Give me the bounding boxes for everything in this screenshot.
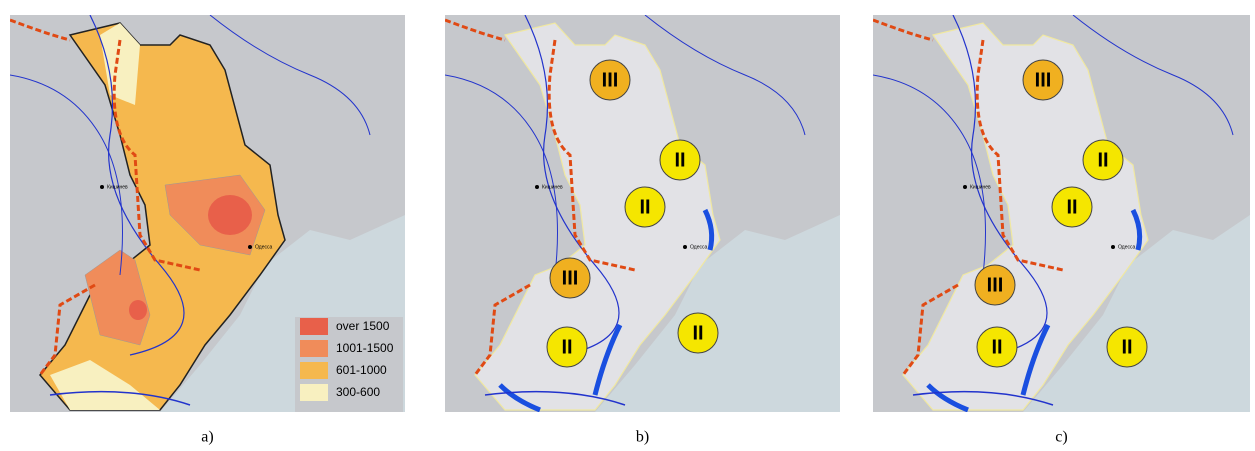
- city-label: Одесса: [255, 244, 272, 250]
- city-marker: [535, 185, 539, 189]
- zone-high: [208, 195, 252, 235]
- city-marker: [1111, 245, 1115, 249]
- city-label: Кишинев: [542, 184, 563, 190]
- city-marker: [248, 245, 252, 249]
- panel-caption: a): [201, 429, 213, 446]
- zone-label: III: [602, 69, 619, 91]
- zone-high: [129, 300, 147, 320]
- legend-swatch: [300, 384, 328, 401]
- panel-caption: c): [1055, 429, 1067, 446]
- zone-label: II: [1066, 196, 1077, 218]
- zone-label: II: [639, 196, 650, 218]
- legend-label: 601-1000: [336, 363, 387, 377]
- panel-caption: b): [636, 429, 649, 446]
- legend-label: over 1500: [336, 319, 390, 333]
- zone-label: II: [692, 322, 703, 344]
- zone-label: II: [1097, 149, 1108, 171]
- zone-label: II: [674, 149, 685, 171]
- city-label: Кишинев: [970, 184, 991, 190]
- map-panel: over 1500 1001-1500 601-1000 300-600 Кишинев…: [10, 15, 405, 412]
- zone-label: II: [991, 336, 1002, 358]
- legend-swatch: [300, 318, 328, 335]
- legend-label: 1001-1500: [336, 341, 394, 355]
- zone-label: II: [561, 336, 572, 358]
- zone-label: III: [987, 274, 1004, 296]
- legend-swatch: [300, 362, 328, 379]
- zone-label: III: [562, 267, 579, 289]
- city-label: Кишинев: [107, 184, 128, 190]
- city-marker: [963, 185, 967, 189]
- figure-canvas: over 1500 1001-1500 601-1000 300-600 Кишинев…: [0, 0, 1255, 451]
- figure: over 1500 1001-1500 601-1000 300-600 Кишинев…: [0, 0, 1255, 451]
- city-marker: [100, 185, 104, 189]
- city-label: Одесса: [1118, 244, 1135, 250]
- zone-label: III: [1035, 69, 1052, 91]
- legend-swatch: [300, 340, 328, 357]
- city-label: Одесса: [690, 244, 707, 250]
- zone-label: II: [1121, 336, 1132, 358]
- city-marker: [683, 245, 687, 249]
- legend-label: 300-600: [336, 385, 380, 399]
